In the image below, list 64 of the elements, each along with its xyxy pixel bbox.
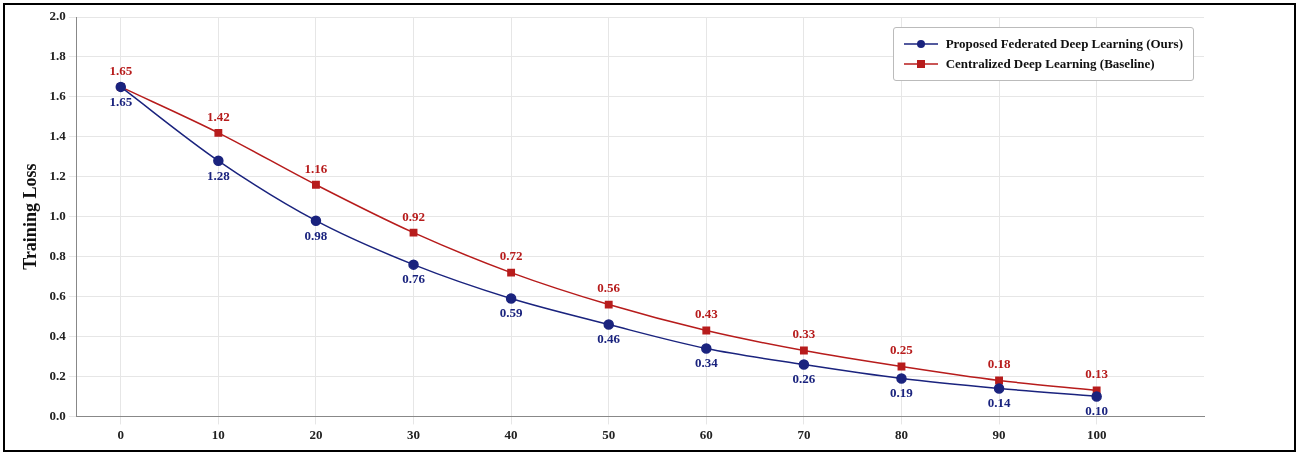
data-label: 0.19 [890, 385, 914, 401]
data-label: 1.28 [206, 167, 231, 183]
y-tick-label: 0.8 [49, 248, 67, 263]
x-tick-label: 0 [117, 426, 125, 442]
data-label: 0.46 [597, 331, 621, 347]
point [505, 293, 517, 304]
point [798, 359, 810, 370]
point [993, 383, 1005, 394]
x-tick-label: 60 [699, 426, 713, 442]
y-tick-label: 1.4 [49, 128, 67, 144]
data-label: 0.33 [792, 326, 816, 342]
point [214, 128, 223, 137]
data-label: 0.34 [694, 355, 719, 371]
point [604, 300, 613, 309]
data-label: 0.18 [987, 356, 1011, 372]
y-tick-label: 0.4 [49, 327, 67, 343]
y-tick-label: 1.8 [49, 48, 67, 64]
point [408, 259, 419, 270]
data-label: 0.26 [792, 371, 816, 387]
data-label: 0.72 [499, 248, 523, 264]
data-label: 0.25 [890, 342, 914, 358]
legend-label: Centralized Deep Learning (Baseline) [945, 56, 1155, 72]
y-tick-label: 1.0 [49, 208, 66, 224]
point [507, 268, 516, 277]
y-tick-label: 1.6 [49, 88, 67, 104]
x-tick-label: 20 [309, 426, 323, 442]
x-tick-label: 50 [602, 426, 616, 442]
x-tick-label: 90 [992, 426, 1006, 442]
x-tick-label: 70 [797, 426, 811, 442]
y-tick-label: 0.0 [49, 407, 66, 423]
y-tick-label: 2.0 [49, 8, 66, 24]
data-label: 0.14 [987, 395, 1011, 411]
point [213, 155, 224, 167]
legend-label: Proposed Federated Deep Learning (Ours) [945, 36, 1183, 52]
data-label: 1.16 [304, 160, 328, 176]
data-label: 0.92 [402, 208, 425, 224]
data-label: 0.43 [694, 306, 719, 322]
data-label: 0.56 [597, 280, 621, 296]
point [702, 326, 711, 335]
data-label: 0.13 [1085, 366, 1109, 382]
point [799, 346, 808, 355]
point [312, 180, 320, 189]
point [1091, 391, 1102, 402]
y-tick-label: 0.6 [49, 287, 67, 303]
point [409, 228, 418, 237]
x-tick-label: 40 [504, 426, 518, 442]
data-label: 1.65 [109, 62, 133, 78]
data-label: 0.59 [499, 305, 523, 321]
point [896, 373, 907, 384]
y-tick-label: 0.2 [49, 367, 66, 383]
x-tick-label: 30 [407, 426, 421, 442]
y-axis-title: Training Loss [20, 163, 41, 270]
point [701, 343, 712, 354]
x-tick-label: 10 [211, 426, 225, 442]
y-tick-label: 1.2 [49, 168, 66, 184]
x-tick-label: 80 [894, 426, 908, 442]
x-tick-label: 100 [1086, 426, 1107, 442]
point [310, 215, 322, 226]
data-label: 0.10 [1085, 403, 1109, 419]
data-label: 1.65 [109, 93, 133, 109]
data-label: 1.42 [206, 108, 230, 124]
data-label: 0.98 [304, 227, 328, 243]
point [603, 319, 614, 330]
data-label: 0.76 [402, 271, 426, 287]
